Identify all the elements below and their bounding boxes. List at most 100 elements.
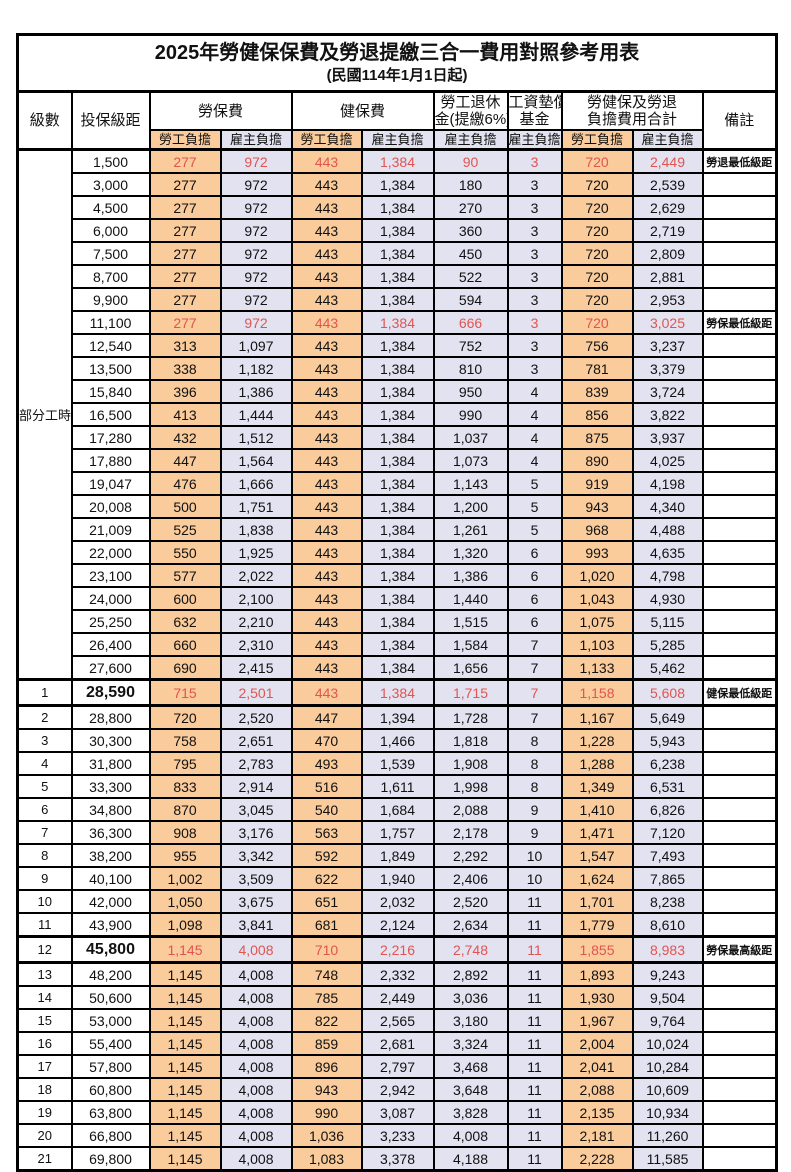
- level-cell: 2: [16, 704, 73, 730]
- fee-cell: 1,384: [360, 287, 435, 312]
- bracket-cell: 57,800: [70, 1054, 151, 1079]
- fee-cell: 2,178: [432, 820, 509, 845]
- fee-cell: 859: [290, 1031, 363, 1056]
- fee-cell: 11: [506, 961, 563, 987]
- fee-cell: 6: [506, 609, 563, 634]
- remark-cell: [701, 425, 778, 450]
- fee-cell: 990: [290, 1100, 363, 1125]
- remark-cell: [701, 356, 778, 381]
- fee-cell: 1,384: [360, 172, 435, 197]
- fee-cell: 955: [148, 843, 222, 868]
- remark-cell: [701, 402, 778, 427]
- fee-cell: 443: [290, 655, 363, 681]
- table-row: 8,700 277 972 443 1,384 522 3 720 2,881: [18, 264, 778, 289]
- bracket-cell: 42,000: [70, 889, 151, 914]
- table-row: 6,000 277 972 443 1,384 360 3 720 2,719: [18, 218, 778, 243]
- fee-cell: 3: [506, 287, 563, 312]
- bracket-cell: 27,600: [70, 655, 151, 681]
- pension-header-line2: 金(提繳6%): [434, 111, 508, 128]
- bracket-cell: 30,300: [70, 728, 151, 753]
- remark-cell: [701, 1146, 778, 1172]
- bracket-cell: 13,500: [70, 356, 151, 381]
- table-row: 13 48,200 1,145 4,008 748 2,332 2,892 11 1,893 9,…: [16, 961, 778, 987]
- fee-cell: 1,349: [560, 774, 634, 799]
- level-cell: 3: [16, 728, 73, 753]
- fee-cell: 1,133: [560, 655, 634, 681]
- fee-cell: 10,284: [631, 1054, 704, 1079]
- fee-cell: 720: [560, 148, 634, 174]
- fee-cell: 3,841: [219, 912, 293, 938]
- bracket-cell: 45,800: [70, 935, 151, 964]
- fee-cell: 1,384: [360, 540, 435, 565]
- fee-cell: 2,332: [360, 961, 435, 987]
- fee-cell: 1,036: [290, 1123, 363, 1148]
- fee-cell: 1,940: [360, 866, 435, 891]
- col-header-level: 級數: [16, 90, 73, 151]
- fee-cell: 2,539: [631, 172, 704, 197]
- fee-cell: 2,651: [219, 728, 293, 753]
- fee-cell: 6: [506, 586, 563, 611]
- fee-cell: 443: [290, 264, 363, 289]
- bracket-cell: 17,280: [70, 425, 151, 450]
- fee-cell: 2,942: [360, 1077, 435, 1102]
- fee-cell: 3: [506, 310, 563, 335]
- level-cell: 17: [16, 1054, 73, 1079]
- remark-cell: [701, 517, 778, 542]
- fee-cell: 4,008: [219, 1031, 293, 1056]
- fee-cell: 1,145: [148, 1100, 222, 1125]
- fee-cell: 1,728: [432, 704, 509, 730]
- fee-cell: 908: [148, 820, 222, 845]
- fee-cell: 1,384: [360, 494, 435, 519]
- fee-cell: 9,504: [631, 985, 704, 1010]
- bracket-cell: 3,000: [70, 172, 151, 197]
- fee-cell: 1,228: [560, 728, 634, 753]
- fee-cell: 785: [290, 985, 363, 1010]
- fee-cell: 6: [506, 540, 563, 565]
- fee-cell: 756: [560, 333, 634, 358]
- fee-cell: 10,024: [631, 1031, 704, 1056]
- fee-cell: 1,515: [432, 609, 509, 634]
- fee-cell: 2,210: [219, 609, 293, 634]
- fee-cell: 4,025: [631, 448, 704, 473]
- fee-cell: 1,998: [432, 774, 509, 799]
- fee-cell: 1,818: [432, 728, 509, 753]
- fee-cell: 919: [560, 471, 634, 496]
- bracket-cell: 25,250: [70, 609, 151, 634]
- fee-cell: 972: [219, 310, 293, 335]
- fee-cell: 7: [506, 704, 563, 730]
- fee-cell: 8: [506, 751, 563, 776]
- fee-cell: 1,145: [148, 1054, 222, 1079]
- fee-cell: 10: [506, 866, 563, 891]
- table-row: 17 57,800 1,145 4,008 896 2,797 3,468 11 2,041 10…: [16, 1054, 778, 1079]
- remark-cell: [701, 961, 778, 987]
- table-row: 8 38,200 955 3,342 592 1,849 2,292 10 1,547 7,493: [16, 843, 778, 868]
- fee-cell: 4,930: [631, 586, 704, 611]
- fee-cell: 720: [148, 704, 222, 730]
- fee-cell: 1,384: [360, 402, 435, 427]
- remark-cell: [701, 751, 778, 776]
- fee-cell: 9,764: [631, 1008, 704, 1033]
- fee-cell: 2,520: [219, 704, 293, 730]
- table-row: 13,500 338 1,182 443 1,384 810 3 781 3,379: [18, 356, 778, 381]
- fee-cell: 447: [290, 704, 363, 730]
- remark-cell: [701, 704, 778, 730]
- fee-cell: 2,135: [560, 1100, 634, 1125]
- fee-cell: 1,384: [360, 356, 435, 381]
- table-row: 27,600 690 2,415 443 1,384 1,656 7 1,133 5,462: [18, 655, 778, 681]
- fee-cell: 11: [506, 912, 563, 938]
- bracket-cell: 21,009: [70, 517, 151, 542]
- fee-cell: 4,008: [219, 1100, 293, 1125]
- fee-cell: 7: [506, 678, 563, 707]
- level-cell: 14: [16, 985, 73, 1010]
- fee-cell: 447: [148, 448, 222, 473]
- bracket-cell: 36,300: [70, 820, 151, 845]
- fee-cell: 720: [560, 241, 634, 266]
- remark-cell: [701, 195, 778, 220]
- fee-cell: 2,100: [219, 586, 293, 611]
- fee-cell: 3,176: [219, 820, 293, 845]
- bracket-cell: 4,500: [70, 195, 151, 220]
- subheader-pension-employer: 雇主負擔: [432, 129, 509, 151]
- fee-cell: 1,386: [432, 563, 509, 588]
- fee-cell: 2,881: [631, 264, 704, 289]
